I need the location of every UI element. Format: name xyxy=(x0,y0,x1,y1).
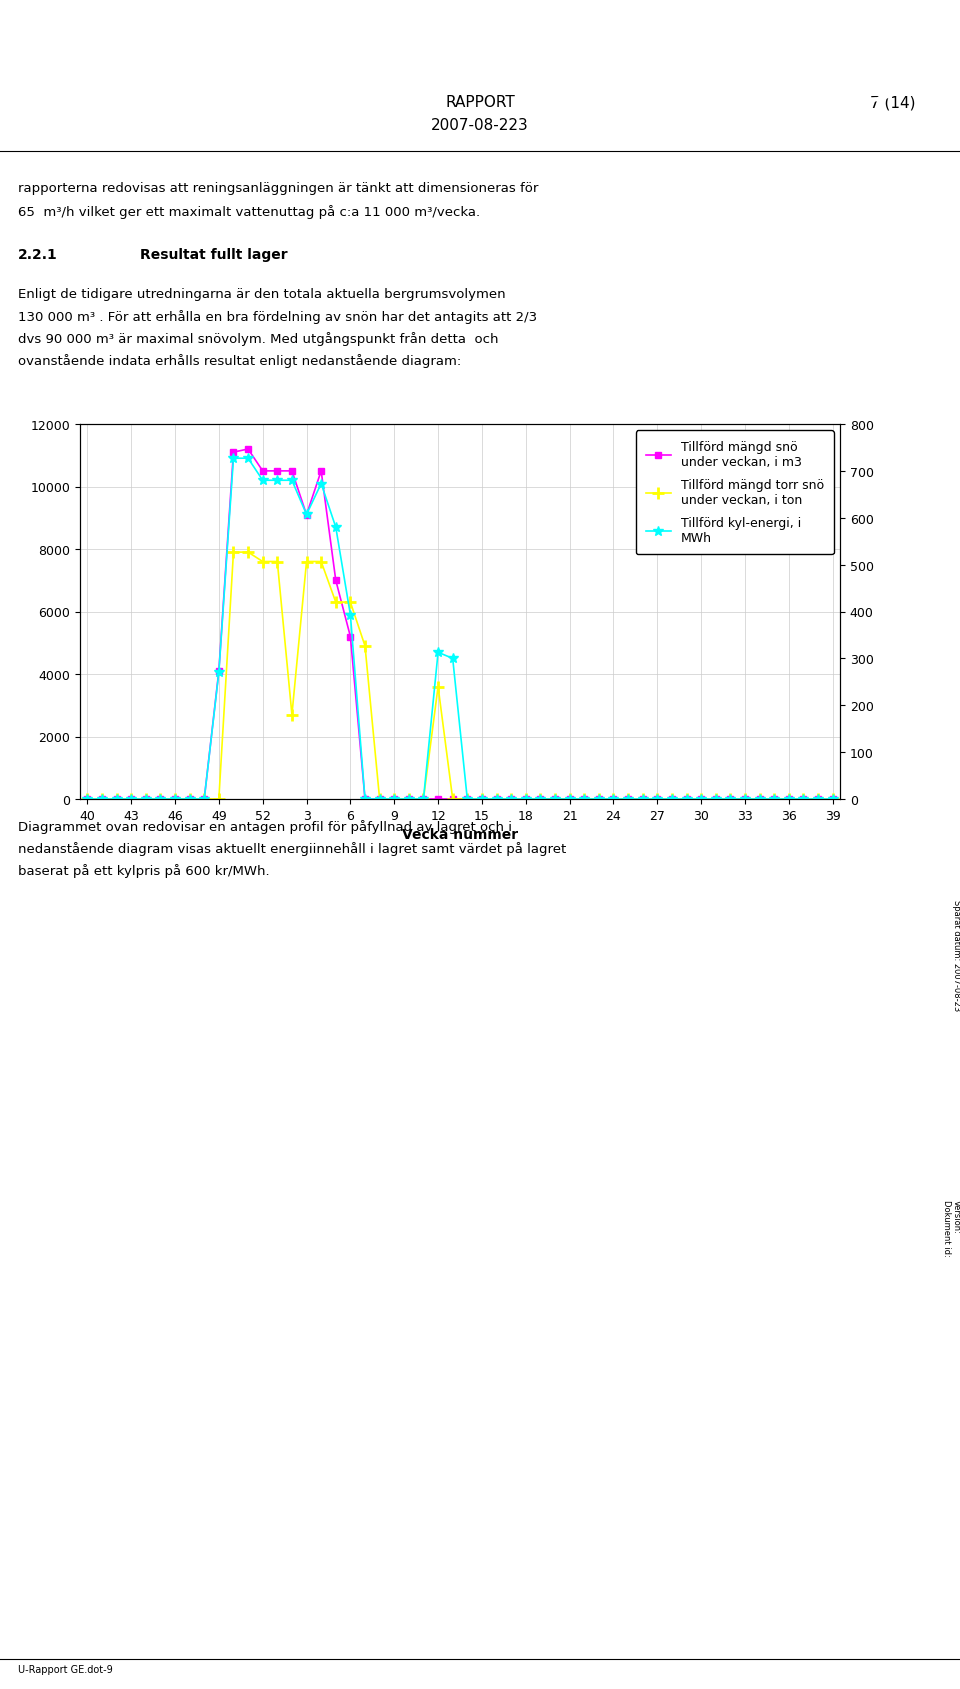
Text: ovanstående indata erhålls resultat enligt nedanstående diagram:: ovanstående indata erhålls resultat enli… xyxy=(18,353,461,368)
Text: RAPPORT: RAPPORT xyxy=(445,95,515,110)
Text: dvs 90 000 m³ är maximal snövolym. Med utgångspunkt från detta  och: dvs 90 000 m³ är maximal snövolym. Med u… xyxy=(18,331,498,346)
Legend: Tillförd mängd snö
under veckan, i m3, Tillförd mängd torr snö
under veckan, i t: Tillförd mängd snö under veckan, i m3, T… xyxy=(636,431,833,556)
Text: 2.2.1: 2.2.1 xyxy=(18,248,58,262)
Text: Uppdragsnamn:
Skapat datum:
Sparat datum: 2007-08-23: Uppdragsnamn: Skapat datum: Sparat datum… xyxy=(952,900,960,1010)
Text: 7 (14): 7 (14) xyxy=(870,95,916,110)
Text: Utf:
Version:
Dokument id:: Utf: Version: Dokument id: xyxy=(942,1199,960,1257)
Text: rapporterna redovisas att reningsanläggningen är tänkt att dimensioneras för: rapporterna redovisas att reningsanläggn… xyxy=(18,182,539,194)
Text: 130 000 m³ . För att erhålla en bra fördelning av snön har det antagits att 2/3: 130 000 m³ . För att erhålla en bra förd… xyxy=(18,309,538,324)
Text: U-Rapport GE.dot-9: U-Rapport GE.dot-9 xyxy=(18,1664,112,1674)
Text: nedanstående diagram visas aktuellt energiinnehåll i lagret samt värdet på lagre: nedanstående diagram visas aktuellt ener… xyxy=(18,841,566,855)
Text: baserat på ett kylpris på 600 kr/MWh.: baserat på ett kylpris på 600 kr/MWh. xyxy=(18,863,270,878)
Text: 65  m³/h vilket ger ett maximalt vattenuttag på c:a 11 000 m³/vecka.: 65 m³/h vilket ger ett maximalt vattenut… xyxy=(18,204,480,220)
Text: Diagrammet ovan redovisar en antagen profil för påfyllnad av lagret och i: Diagrammet ovan redovisar en antagen pro… xyxy=(18,819,512,833)
Text: 2007-08-223: 2007-08-223 xyxy=(431,118,529,133)
Text: ÅF: ÅF xyxy=(846,51,873,68)
Text: Resultat fullt lager: Resultat fullt lager xyxy=(140,248,288,262)
Text: Enligt de tidigare utredningarna är den totala aktuella bergrumsvolymen: Enligt de tidigare utredningarna är den … xyxy=(18,287,506,301)
X-axis label: Vecka nummer: Vecka nummer xyxy=(402,828,518,841)
